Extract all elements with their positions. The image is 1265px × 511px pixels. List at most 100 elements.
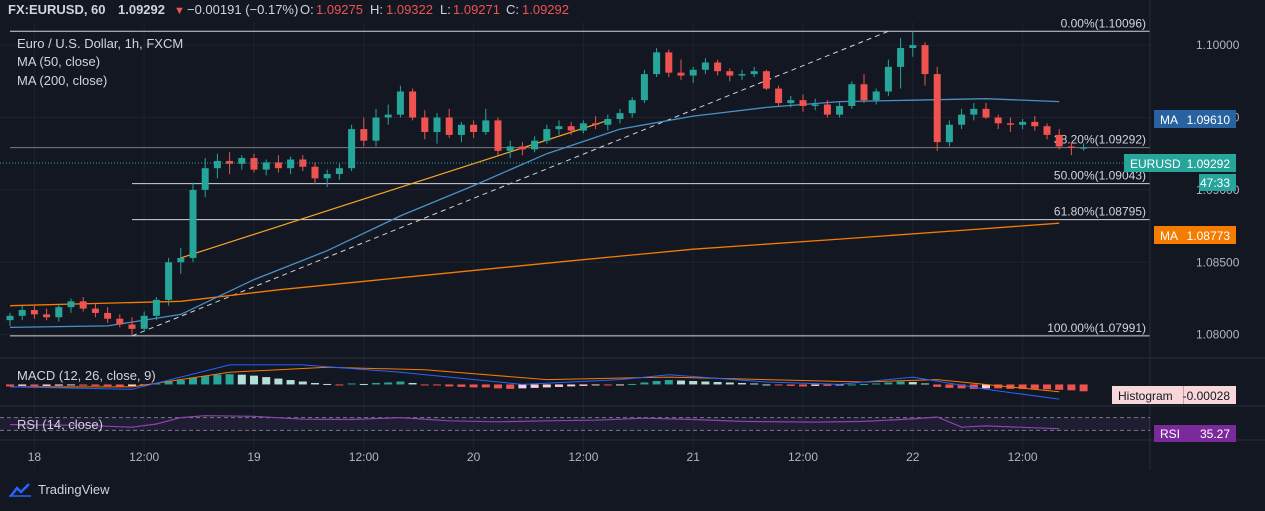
candle-body: [945, 124, 953, 143]
candle-body: [811, 104, 819, 106]
macd-histogram-bar: [652, 381, 661, 385]
rsi-legend[interactable]: RSI (14, close): [17, 417, 103, 432]
macd-histogram-bar: [6, 384, 14, 387]
macd-histogram-bar: [103, 384, 112, 387]
candle-body: [701, 62, 709, 70]
macd-legend[interactable]: MACD (12, 26, close, 9): [17, 368, 156, 383]
ma50-badge-label: MA: [1160, 113, 1178, 127]
symbol-label[interactable]: FX:EURUSD, 60: [8, 2, 106, 17]
candle-body: [360, 129, 368, 141]
candle-body: [262, 162, 270, 170]
candle-body: [457, 124, 465, 135]
macd-histogram-bar: [945, 384, 954, 388]
candle-body: [104, 312, 112, 319]
macd-histogram-bar: [372, 382, 380, 385]
macd-histogram-bar: [677, 380, 685, 385]
rsi-badge-label: RSI: [1160, 427, 1180, 441]
candle-body: [787, 100, 795, 104]
rsi-pane: [0, 415, 1150, 431]
macd-histogram-bar: [420, 384, 429, 386]
macd-pane: [6, 364, 1088, 400]
macd-histogram-bar: [445, 384, 454, 387]
time-tick-label: 18: [28, 450, 42, 464]
macd-histogram-bar: [555, 384, 563, 387]
last-price: 1.09292: [118, 2, 165, 17]
time-tick-label: 12:00: [129, 450, 159, 464]
macd-histogram-bar: [786, 384, 795, 386]
candle-body: [348, 129, 356, 169]
macd-histogram-bar: [237, 374, 246, 385]
time-axis[interactable]: 18 12:00 19 12:00 20 12:00 21 12:00 22 12:00: [28, 450, 1038, 464]
tradingview-logo[interactable]: TradingView: [8, 482, 110, 497]
candle-body: [958, 114, 966, 125]
macd-histogram-bar: [335, 384, 344, 386]
fib-level-label: 0.00%(1.10096): [1061, 16, 1146, 30]
candle-body: [250, 158, 258, 170]
macd-histogram-bar: [433, 384, 441, 386]
candle-body: [1031, 121, 1039, 127]
macd-histogram-bar: [506, 384, 515, 389]
price-tick-label: 1.10000: [1196, 38, 1240, 52]
time-tick-label: 12:00: [349, 450, 379, 464]
macd-histogram-bar: [689, 381, 698, 385]
ohlc-low-value: 1.09271: [453, 2, 500, 17]
macd-histogram-bar: [250, 375, 258, 385]
macd-histogram-bar: [1030, 384, 1039, 389]
macd-histogram-bar: [591, 384, 600, 386]
symbol-price-badge: EURUSD 1.09292 47:33: [1124, 154, 1236, 191]
candle-body: [848, 84, 856, 106]
candle-body: [494, 120, 502, 151]
ma200-path: [9, 222, 1060, 307]
macd-histogram-bar: [957, 384, 966, 389]
time-tick-label: 22: [906, 450, 920, 464]
candle-body: [238, 158, 246, 164]
macd-histogram-bar: [408, 382, 417, 385]
candle-body: [128, 324, 136, 329]
candle-body: [177, 257, 185, 263]
candle-body: [738, 74, 746, 76]
candle-body: [872, 91, 880, 101]
macd-histogram-bar: [835, 384, 844, 386]
candle-body: [921, 45, 929, 75]
candle-body: [506, 146, 514, 151]
ma50-line: [9, 98, 1060, 329]
tradingview-cloud-icon: [9, 482, 31, 497]
macd-histogram-bar: [774, 384, 783, 386]
ma50-legend[interactable]: MA (50, close): [17, 54, 100, 69]
rsi-band-fill: [0, 417, 1150, 431]
candle-body: [579, 123, 587, 131]
candle-body: [994, 117, 1002, 124]
candle-body: [823, 104, 831, 115]
candle-body: [665, 52, 673, 73]
candle-body: [140, 315, 148, 329]
ma50-path: [9, 98, 1060, 329]
candle-body: [750, 71, 758, 75]
macd-histogram-bar: [725, 382, 734, 385]
macd-histogram-bar: [1055, 384, 1064, 390]
candle-body: [518, 146, 526, 150]
candle-body: [91, 308, 99, 313]
brand-name: TradingView: [38, 482, 110, 497]
candle-body: [1019, 121, 1027, 125]
macd-histogram-bar: [603, 384, 612, 386]
ohlc-high-label: H:: [370, 2, 383, 17]
candle-body: [555, 126, 563, 130]
candle-body: [1043, 126, 1051, 135]
ma200-legend[interactable]: MA (200, close): [17, 73, 107, 88]
candle-body: [470, 124, 478, 132]
macd-histogram-bar: [347, 383, 356, 385]
candle-body: [335, 168, 343, 174]
macd-histogram-bar: [201, 376, 210, 385]
ohlc-close-value: 1.09292: [522, 2, 569, 17]
macd-histogram-bar: [933, 384, 942, 387]
fib-level-label: 61.80%(1.08795): [1054, 205, 1146, 219]
candle-body: [421, 117, 429, 132]
price-change: −0.00191 (−0.17%): [187, 2, 298, 17]
candle-body: [323, 173, 331, 179]
macd-histogram-bar: [1018, 384, 1027, 389]
rsi-badge: RSI 35.27: [1154, 425, 1236, 442]
fib-trend-dashed-line: [131, 30, 889, 337]
histogram-badge-value: -0.00028: [1183, 389, 1231, 403]
macd-histogram-bar: [982, 384, 990, 389]
